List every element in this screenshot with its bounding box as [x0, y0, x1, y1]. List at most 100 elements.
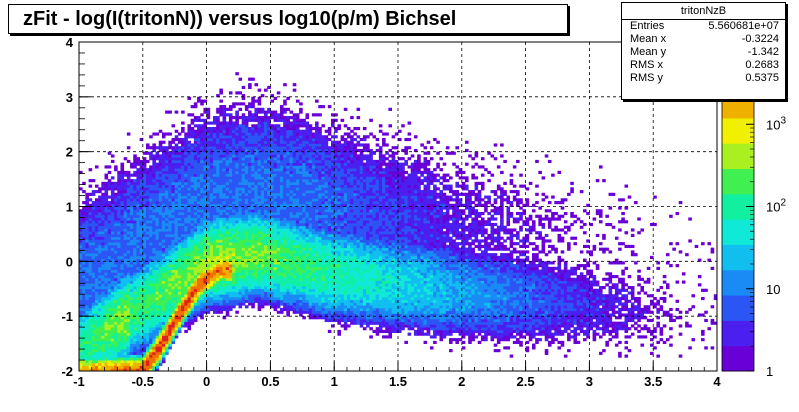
heatmap-cell	[171, 236, 176, 240]
heatmap-cell	[85, 327, 89, 331]
heatmap-cell	[248, 113, 252, 117]
heatmap-cell	[94, 239, 99, 243]
heatmap-cell	[283, 206, 287, 210]
heatmap-cell	[110, 187, 115, 191]
heatmap-cell	[171, 291, 176, 295]
heatmap-cell	[197, 159, 201, 164]
heatmap-cell	[120, 340, 125, 344]
heatmap-cell	[241, 113, 246, 117]
heatmap-cell	[232, 192, 236, 196]
heatmap-cell	[114, 291, 118, 295]
heatmap-cell	[193, 253, 198, 257]
heatmap-cell	[248, 143, 252, 147]
heatmap-cell	[190, 192, 195, 196]
heatmap-cell	[88, 310, 93, 314]
heatmap-cell	[206, 239, 211, 243]
heatmap-cell	[232, 151, 236, 155]
heatmap-cell	[114, 340, 118, 344]
heatmap-cell	[155, 222, 160, 227]
heatmap-cell	[267, 181, 271, 185]
heatmap-cell	[244, 283, 249, 287]
heatmap-cell	[91, 329, 96, 334]
heatmap-cell	[174, 137, 179, 142]
heatmap-cell	[168, 192, 172, 196]
heatmap-cell	[267, 179, 271, 183]
heatmap-cell	[161, 277, 166, 281]
heatmap-cell	[216, 288, 220, 292]
heatmap-cell	[152, 148, 156, 153]
heatmap-cell	[149, 179, 153, 183]
heatmap-cell	[142, 222, 147, 227]
heatmap-cell	[133, 302, 137, 306]
heatmap-cell	[286, 214, 290, 218]
heatmap-cell	[209, 176, 214, 180]
heatmap-cell	[120, 170, 125, 174]
heatmap-cell	[145, 354, 150, 358]
heatmap-cell	[136, 222, 141, 227]
heatmap-cell	[155, 275, 160, 279]
heatmap-cell	[136, 258, 141, 262]
heatmap-cell	[82, 209, 86, 213]
heatmap-cell	[149, 198, 153, 202]
heatmap-cell	[197, 203, 201, 207]
heatmap-cell	[139, 316, 144, 320]
heatmap-cell	[94, 329, 99, 334]
heatmap-cell	[171, 242, 176, 246]
heatmap-cell	[238, 170, 243, 174]
heatmap-cell	[260, 288, 265, 292]
heatmap-cell	[228, 286, 233, 290]
heatmap-cell	[251, 286, 255, 290]
heatmap-cell	[248, 294, 252, 298]
heatmap-cell	[110, 217, 115, 221]
heatmap-cell	[232, 305, 236, 309]
heatmap-cell	[241, 201, 246, 205]
heatmap-cell	[110, 250, 115, 254]
heatmap-cell	[152, 327, 156, 331]
heatmap-cell	[139, 302, 144, 306]
heatmap-cell	[228, 302, 233, 306]
heatmap-cell	[286, 231, 290, 235]
heatmap-cell	[216, 280, 220, 284]
heatmap-cell	[235, 184, 239, 188]
heatmap-cell	[117, 239, 121, 243]
heatmap-cell	[174, 198, 179, 202]
heatmap-cell	[270, 140, 274, 144]
heatmap-cell	[79, 209, 83, 213]
heatmap-cell	[120, 272, 125, 276]
heatmap-cell	[130, 250, 134, 254]
heatmap-cell	[174, 329, 179, 334]
heatmap-cell	[209, 291, 214, 295]
heatmap-cell	[88, 280, 93, 284]
heatmap-cell	[222, 222, 227, 227]
heatmap-cell	[126, 302, 131, 306]
heatmap-cell	[238, 192, 243, 196]
heatmap-cell	[260, 116, 265, 120]
heatmap-cell	[292, 203, 297, 207]
heatmap-cell	[149, 354, 153, 358]
heatmap-cell	[228, 176, 233, 180]
heatmap-cell	[165, 176, 169, 180]
heatmap-cell	[222, 110, 227, 114]
heatmap-cell	[279, 277, 284, 281]
heatmap-cell	[190, 236, 195, 240]
heatmap-cell	[126, 329, 131, 334]
heatmap-cell	[254, 266, 259, 270]
heatmap-cell	[130, 211, 134, 216]
heatmap-cell	[152, 316, 156, 320]
heatmap-cell	[232, 222, 236, 227]
heatmap-cell	[222, 113, 227, 117]
heatmap-cell	[104, 360, 109, 364]
heatmap-cell	[123, 170, 128, 174]
heatmap-cell	[139, 354, 144, 358]
heatmap-cell	[193, 187, 198, 191]
heatmap-cell	[200, 148, 204, 153]
heatmap-cell	[91, 280, 96, 284]
heatmap-cell	[276, 272, 281, 276]
heatmap-cell	[174, 231, 179, 235]
heatmap-cell	[203, 305, 207, 309]
heatmap-cell	[130, 360, 134, 364]
heatmap-cell	[197, 258, 201, 262]
heatmap-cell	[168, 181, 172, 185]
heatmap-cell	[279, 206, 284, 210]
heatmap-cell	[98, 244, 102, 249]
